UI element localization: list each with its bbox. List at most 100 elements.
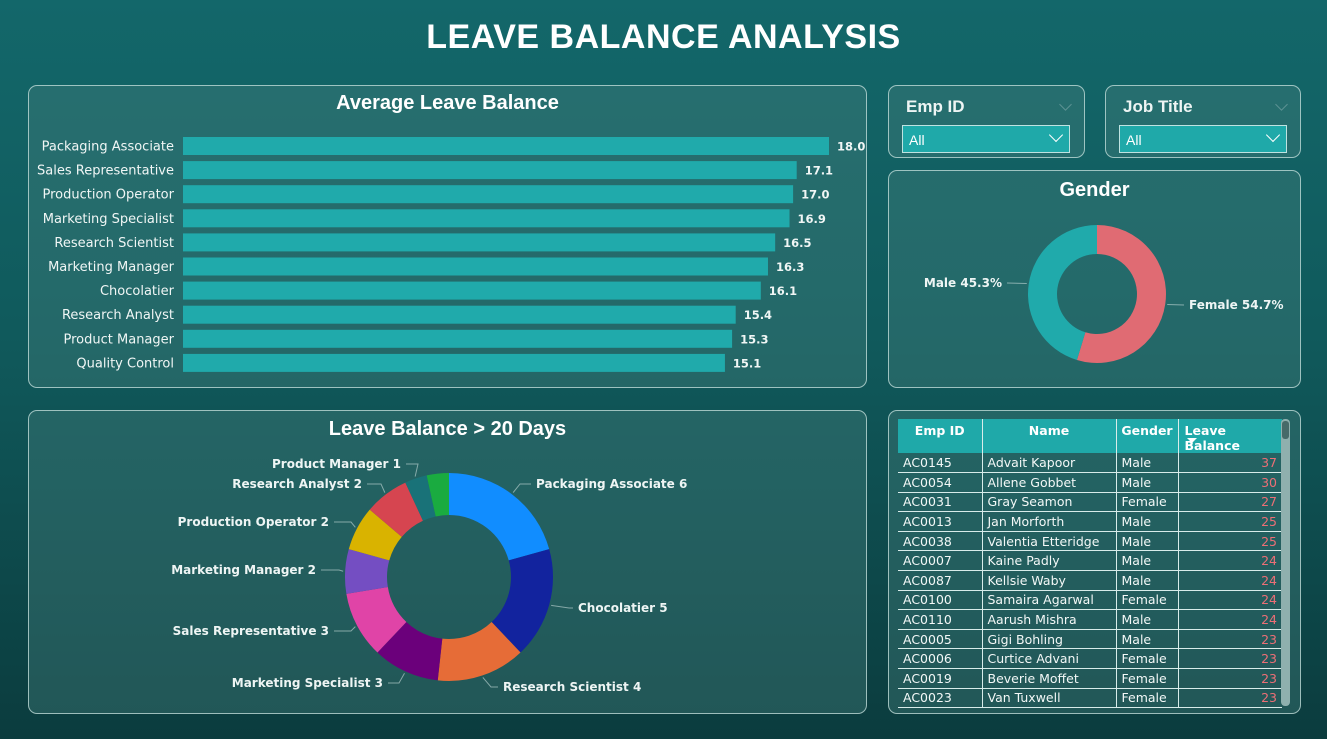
cell-emp-id: AC0007 xyxy=(898,550,983,572)
table-row[interactable]: AC0110 Aarush Mishra Male 24 xyxy=(898,609,1282,630)
slice-label: Marketing Specialist 3 xyxy=(232,676,383,690)
bar-value-label: 16.1 xyxy=(769,284,797,298)
cell-name: Gigi Bohling xyxy=(981,629,1117,650)
cell-name: Samaira Agarwal xyxy=(981,590,1117,611)
cell-leave-balance: 24 xyxy=(1177,570,1282,591)
cell-emp-id: AC0100 xyxy=(898,590,983,611)
bar[interactable] xyxy=(183,137,829,155)
table-row[interactable]: AC0100 Samaira Agarwal Female 24 xyxy=(898,590,1282,611)
chevron-down-icon[interactable] xyxy=(1059,98,1072,111)
page-title: LEAVE BALANCE ANALYSIS xyxy=(426,18,901,56)
cell-gender: Female xyxy=(1115,492,1179,513)
table-row[interactable]: AC0007 Kaine Padly Male 24 xyxy=(898,550,1282,572)
cell-emp-id: AC0031 xyxy=(898,492,983,513)
table-row[interactable]: AC0013 Jan Morforth Male 25 xyxy=(898,511,1282,532)
cell-name: Kellsie Waby xyxy=(981,570,1117,591)
slice-label: Sales Representative 3 xyxy=(173,624,329,638)
table-row[interactable]: AC0006 Curtice Advani Female 23 xyxy=(898,648,1282,670)
leader-line xyxy=(334,626,356,632)
leader-line xyxy=(1006,282,1027,285)
leader-line xyxy=(512,483,531,493)
cell-leave-balance: 23 xyxy=(1177,688,1282,709)
cell-name: Jan Morforth xyxy=(981,511,1117,532)
chevron-down-icon[interactable] xyxy=(1275,98,1288,111)
table-row[interactable]: AC0019 Beverie Moffet Female 23 xyxy=(898,668,1282,689)
donut-slice[interactable] xyxy=(348,509,402,561)
bar[interactable] xyxy=(183,257,768,276)
bar-value-label: 15.4 xyxy=(744,308,772,322)
job-title-dropdown[interactable]: All xyxy=(1119,125,1287,153)
donut-slice[interactable] xyxy=(449,473,550,561)
cell-leave-balance: 25 xyxy=(1177,511,1282,532)
bar-category-label: Sales Representative xyxy=(37,164,174,179)
table-row[interactable]: AC0054 Allene Gobbet Male 30 xyxy=(898,472,1282,493)
cell-leave-balance: 30 xyxy=(1177,472,1282,493)
donut-slice[interactable] xyxy=(491,549,553,653)
cell-leave-balance: 24 xyxy=(1177,550,1282,572)
cell-name: Aarush Mishra xyxy=(981,609,1117,630)
bar[interactable] xyxy=(183,353,725,372)
bar[interactable] xyxy=(183,305,736,324)
table-row[interactable]: AC0031 Gray Seamon Female 27 xyxy=(898,492,1282,513)
donut-slice[interactable] xyxy=(346,587,407,653)
column-header-leave-balance[interactable]: Leave Balance xyxy=(1177,419,1282,453)
donut-slice[interactable] xyxy=(405,475,436,521)
bar[interactable] xyxy=(183,233,776,252)
bar-value-label: 17.0 xyxy=(801,188,829,202)
cell-emp-id: AC0005 xyxy=(898,629,983,650)
table-scrollbar[interactable] xyxy=(1281,419,1290,706)
donut-slice[interactable] xyxy=(369,482,423,537)
cell-gender: Male xyxy=(1115,550,1179,572)
column-header-emp-id[interactable]: Emp ID xyxy=(898,419,983,453)
dropdown-value: All xyxy=(909,132,925,148)
donut-slice[interactable] xyxy=(377,622,443,681)
cell-name: Curtice Advani xyxy=(981,648,1117,670)
slice-label: Production Operator 2 xyxy=(178,515,329,529)
cell-gender: Male xyxy=(1115,511,1179,532)
table-row[interactable]: AC0005 Gigi Bohling Male 23 xyxy=(898,629,1282,650)
column-header-name[interactable]: Name xyxy=(981,419,1117,453)
bar[interactable] xyxy=(183,281,761,300)
bar-category-label: Product Manager xyxy=(64,332,175,347)
cell-emp-id: AC0038 xyxy=(898,531,983,552)
donut-slice[interactable] xyxy=(1076,225,1166,363)
cell-gender: Male xyxy=(1115,531,1179,552)
cell-name: Advait Kapoor xyxy=(981,453,1117,474)
bar-chart-svg: Packaging Associate 18.0 Sales Representat… xyxy=(37,137,865,372)
leader-line xyxy=(367,483,386,493)
slicer-label: Emp ID xyxy=(906,97,965,116)
emp-id-dropdown[interactable]: All xyxy=(902,125,1070,153)
bar-category-label: Chocolatier xyxy=(100,284,175,299)
bar[interactable] xyxy=(183,185,794,204)
chart-title: Average Leave Balance xyxy=(336,92,559,114)
employee-table-panel: Emp ID Name Gender Leave Balance AC0145 A… xyxy=(888,410,1301,714)
cell-leave-balance: 23 xyxy=(1177,629,1282,650)
table-row[interactable]: AC0087 Kellsie Waby Male 24 xyxy=(898,570,1282,591)
bar-value-label: 16.9 xyxy=(798,212,826,226)
leader-line xyxy=(482,677,498,688)
bar-value-label: 15.3 xyxy=(740,332,768,346)
cell-name: Kaine Padly xyxy=(981,550,1117,572)
cell-emp-id: AC0013 xyxy=(898,511,983,532)
scrollbar-thumb[interactable] xyxy=(1282,421,1289,439)
leader-line xyxy=(388,672,405,684)
cell-emp-id: AC0145 xyxy=(898,453,983,474)
cell-leave-balance: 25 xyxy=(1177,531,1282,552)
bar[interactable] xyxy=(183,329,733,348)
donut-slice[interactable] xyxy=(344,549,390,594)
cell-emp-id: AC0006 xyxy=(898,648,983,670)
bar[interactable] xyxy=(183,161,797,180)
cell-name: Valentia Etteridge xyxy=(981,531,1117,552)
donut-slice[interactable] xyxy=(1028,225,1097,361)
bar[interactable] xyxy=(183,209,790,228)
table-row[interactable]: AC0145 Advait Kapoor Male 37 xyxy=(898,453,1282,474)
chevron-down-icon xyxy=(1265,127,1281,143)
bar-category-label: Marketing Manager xyxy=(48,260,175,275)
donut-slice[interactable] xyxy=(426,473,449,517)
column-header-gender[interactable]: Gender xyxy=(1115,419,1179,453)
cell-leave-balance: 23 xyxy=(1177,668,1282,689)
table-row[interactable]: AC0023 Van Tuxwell Female 23 xyxy=(898,688,1282,709)
cell-name: Gray Seamon xyxy=(981,492,1117,513)
table-row[interactable]: AC0038 Valentia Etteridge Male 25 xyxy=(898,531,1282,552)
donut-slice[interactable] xyxy=(437,622,521,681)
